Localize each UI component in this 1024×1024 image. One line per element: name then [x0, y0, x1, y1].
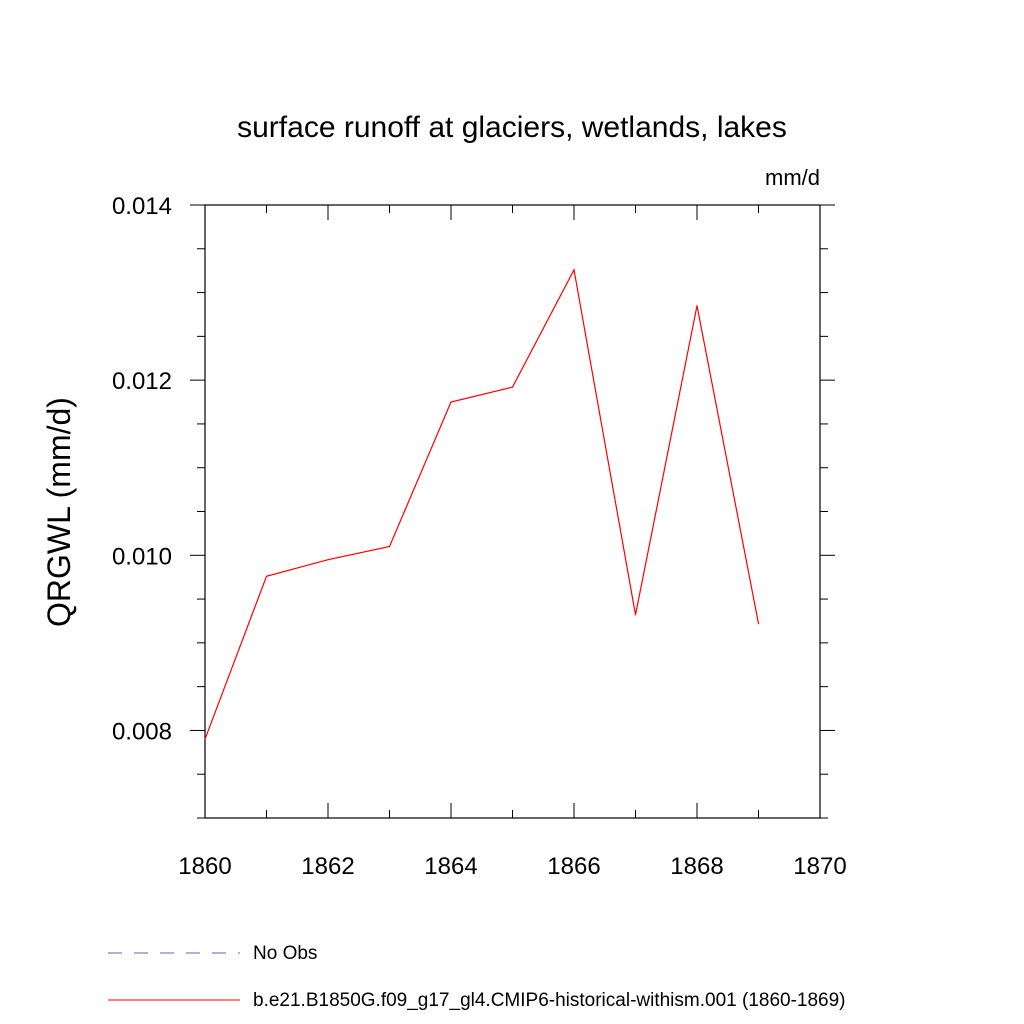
- tick-labels: 1860 1862 1864 1866 1868 1870 0.008 0.010 0.012 0…: [112, 193, 847, 880]
- series-layer: [204, 267, 760, 740]
- chart-title: surface runoff at glaciers, wetlands, la…: [237, 111, 787, 144]
- data-point: [511, 386, 514, 388]
- x-tick-label: 1870: [793, 853, 846, 880]
- axis-ticks: [190, 204, 835, 819]
- x-tick-label: 1868: [670, 853, 723, 880]
- data-point: [696, 305, 698, 307]
- data-point: [388, 545, 391, 548]
- y-tick-label: 0.008: [112, 718, 172, 745]
- legend-label-series: b.e21.B1850G.f09_g17_gl4.CMIP6-historica…: [253, 990, 846, 1011]
- y-tick-label: 0.012: [112, 368, 172, 395]
- data-point: [450, 401, 452, 403]
- legend-label-no-obs: No Obs: [253, 943, 317, 964]
- data-point: [634, 614, 637, 616]
- data-point: [327, 559, 329, 561]
- y-tick-label: 0.014: [112, 193, 172, 220]
- x-tick-label: 1862: [301, 853, 354, 880]
- y-axis-label: QRGWL (mm/d): [41, 397, 77, 627]
- data-point: [573, 269, 575, 271]
- x-tick-label: 1864: [424, 853, 477, 880]
- legend: No Obs b.e21.B1850G.f09_g17_gl4.CMIP6-hi…: [108, 943, 846, 1011]
- units-label: mm/d: [765, 165, 820, 190]
- plot-frame: [204, 204, 821, 819]
- series-line-0: [204, 267, 760, 740]
- x-tick-label: 1860: [178, 853, 231, 880]
- data-point: [757, 622, 760, 625]
- y-tick-label: 0.010: [112, 543, 172, 570]
- data-point: [204, 738, 206, 740]
- data-point: [265, 575, 268, 577]
- x-tick-label: 1866: [547, 853, 600, 880]
